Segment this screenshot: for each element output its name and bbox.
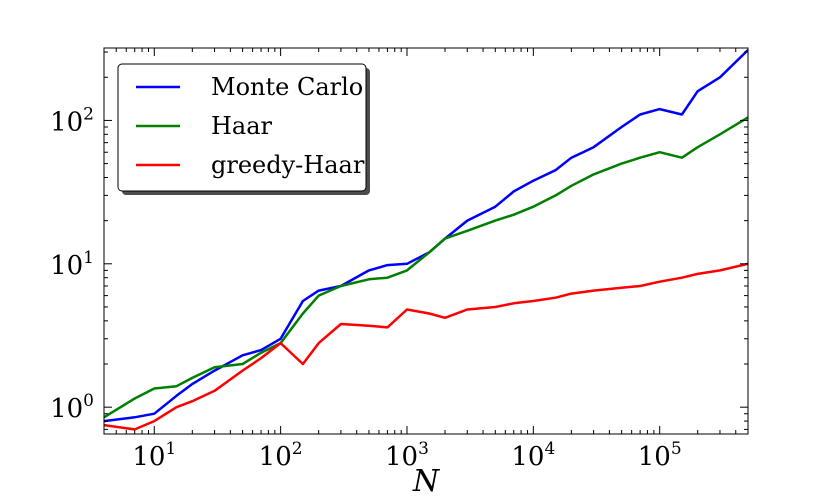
series-line-haar	[103, 116, 749, 419]
y-tick-label: 101	[50, 248, 94, 281]
x-axis-title: N	[412, 464, 441, 498]
y-tick-label: 100	[50, 391, 94, 424]
legend-box	[117, 63, 367, 192]
ticks-layer: 101 102 103 104 105 100 101 102	[50, 48, 749, 472]
y-tick-label: 102	[50, 104, 94, 137]
legend-label-haar: Haar	[211, 112, 273, 140]
legend: Monte Carlo Haar greedy-Haar	[117, 63, 370, 195]
series-line-greedy-haar	[103, 262, 749, 431]
plot-frame	[103, 47, 749, 435]
x-tick-label: 103	[385, 439, 429, 472]
x-tick-label: 104	[511, 439, 555, 472]
x-tick-label: 105	[638, 439, 682, 472]
x-tick-label: 102	[259, 439, 303, 472]
legend-label-monte-carlo: Monte Carlo	[211, 73, 363, 101]
legend-label-greedy-haar: greedy-Haar	[211, 151, 365, 179]
x-tick-label: 101	[132, 439, 176, 472]
series-layer	[103, 49, 749, 431]
